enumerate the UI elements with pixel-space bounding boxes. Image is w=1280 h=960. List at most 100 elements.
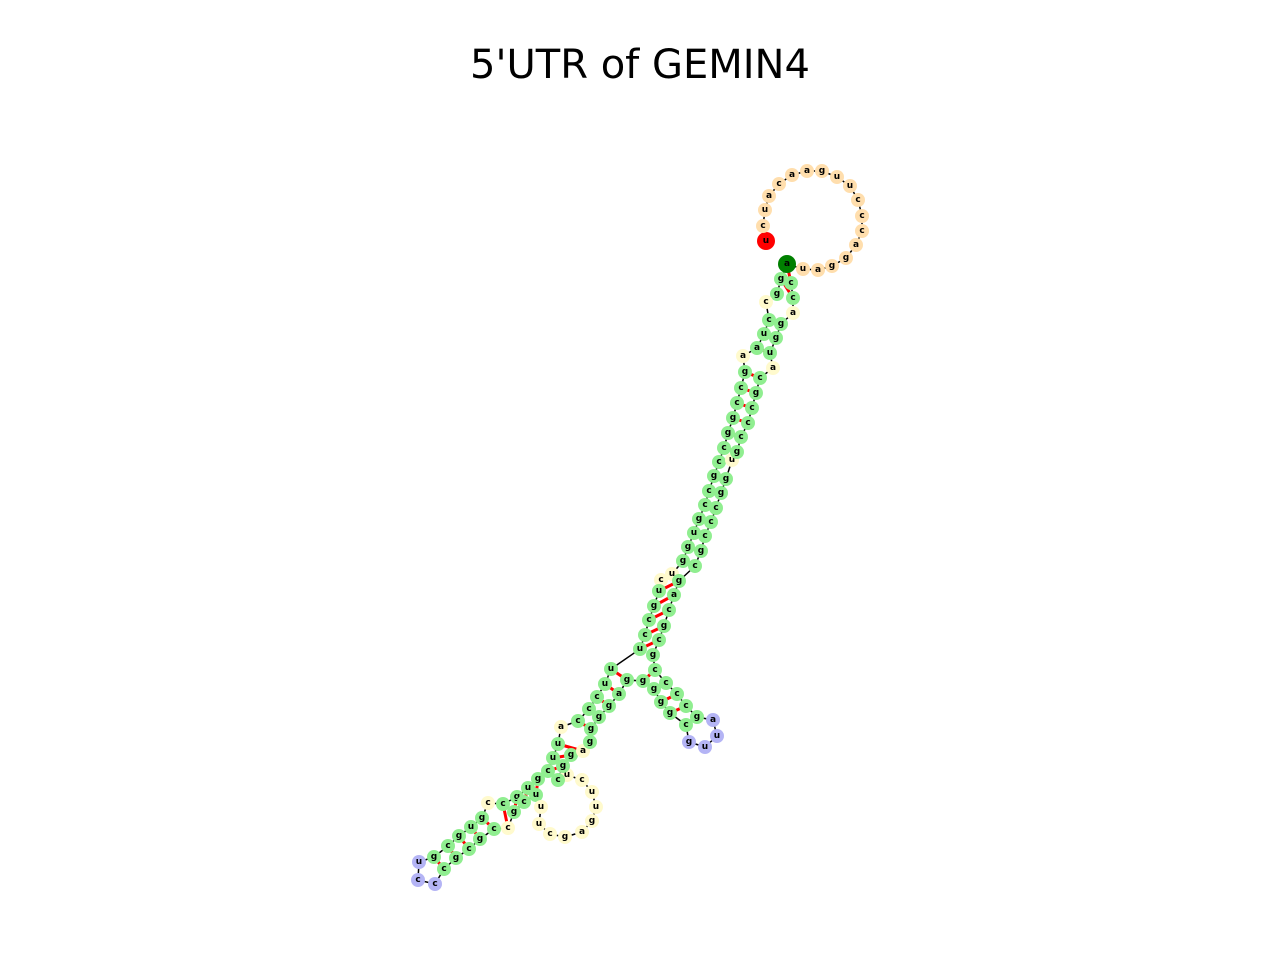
nucleotide-letter: c (579, 775, 584, 785)
nucleotide: g (738, 365, 752, 379)
nucleotide-letter: u (525, 783, 531, 793)
nucleotide: g (507, 805, 521, 819)
nucleotide-circle (800, 164, 814, 178)
nucleotide-circle (667, 588, 681, 602)
nucleotide-letter: g (658, 697, 664, 707)
nucleotide-letter: u (468, 822, 474, 832)
nucleotide-circle (734, 430, 748, 444)
nucleotide: c (704, 515, 718, 529)
nucleotide: a (778, 255, 796, 273)
nucleotide-letter: g (676, 576, 682, 586)
nucleotide-circle (734, 381, 748, 395)
nucleotide: u (551, 737, 565, 751)
nucleotide-letter: c (642, 630, 647, 640)
nucleotide-circle (815, 164, 829, 178)
nucleotide-letter: g (651, 684, 657, 694)
nucleotide-circle (654, 573, 668, 587)
nucleotide-letter: u (533, 790, 539, 800)
nucleotide-letter: g (640, 676, 646, 686)
nucleotide-letter: u (669, 569, 675, 579)
nucleotide: u (546, 751, 560, 765)
nucleotide: u (758, 203, 772, 217)
nucleotide-circle (855, 209, 869, 223)
nucleotide-letter: g (778, 319, 784, 329)
nucleotide: u (585, 785, 599, 799)
nucleotide: c (437, 862, 451, 876)
nucleotide: a (736, 349, 750, 363)
nucleotide-circle (714, 486, 728, 500)
nucleotide-circle (758, 203, 772, 217)
nucleotide-letter: a (616, 689, 622, 699)
nucleotide-letter: u (538, 802, 544, 812)
nucleotide-letter: c (776, 179, 781, 189)
nucleotide-circle (786, 306, 800, 320)
nucleotide-letter: g (698, 546, 704, 556)
nucleotide: a (785, 168, 799, 182)
nucleotide-letter: u (637, 644, 643, 654)
nucleotide-letter: c (721, 443, 726, 453)
nucleotide: a (667, 588, 681, 602)
nucleotide-letter: u (834, 172, 840, 182)
nucleotide: c (745, 401, 759, 415)
nucleotide-letter: u (763, 236, 769, 246)
nucleotide-letter: g (514, 792, 520, 802)
nucleotide-letter: c (586, 704, 591, 714)
nucleotide-letter: a (671, 590, 677, 600)
nucleotide-circle (534, 800, 548, 814)
nucleotide-circle (762, 189, 776, 203)
nucleotide-circle (839, 251, 853, 265)
nucleotide-circle (585, 785, 599, 799)
nucleotide-circle (647, 682, 661, 696)
nucleotide-letter: c (760, 221, 765, 231)
nucleotide-circle (654, 695, 668, 709)
nucleotide-letter: c (683, 701, 688, 711)
nucleotide-circle (428, 877, 442, 891)
nucleotide: g (770, 287, 784, 301)
nucleotide: c (709, 501, 723, 515)
nucleotide-letter: g (479, 813, 485, 823)
nucleotide: g (592, 710, 606, 724)
nucleotide-letter: c (738, 383, 743, 393)
nucleotide: a (800, 164, 814, 178)
nucleotide-circle (692, 512, 706, 526)
nucleotide: u (757, 232, 775, 250)
nucleotide-circle (676, 554, 690, 568)
nucleotide: g (682, 735, 696, 749)
nucleotide: c (551, 773, 565, 787)
nucleotide-circle (541, 764, 555, 778)
nucleotide-letter: g (560, 761, 566, 771)
nucleotide: c (411, 873, 425, 887)
nucleotide-letter: g (587, 737, 593, 747)
nucleotide-circle (496, 797, 510, 811)
nucleotide-letter: g (829, 261, 835, 271)
nucleotide-circle (726, 411, 740, 425)
nucleotide: g (556, 759, 570, 773)
nucleotide-letter: u (714, 731, 720, 741)
nucleotide-letter: a (710, 715, 716, 725)
nucleotide: g (620, 673, 634, 687)
nucleotide-circle (721, 426, 735, 440)
nucleotide-letter: g (606, 701, 612, 711)
nucleotide: g (602, 699, 616, 713)
nucleotide-letter: c (555, 775, 560, 785)
nucleotide: c (428, 877, 442, 891)
nucleotide-circle (449, 851, 463, 865)
nucleotide-letter: g (742, 367, 748, 377)
nucleotide: g (449, 851, 463, 865)
nucleotide-letter: a (790, 308, 796, 318)
nucleotide-letter: c (683, 720, 688, 730)
nucleotide: g (636, 674, 650, 688)
nucleotide: g (647, 599, 661, 613)
nucleotide: c (786, 291, 800, 305)
nucleotide: g (531, 772, 545, 786)
nucleotide-letter: g (589, 816, 595, 826)
nucleotide-letter: u (555, 739, 561, 749)
nucleotide-circle (772, 177, 786, 191)
nucleotide-letter: u (602, 679, 608, 689)
nucleotide: g (473, 832, 487, 846)
nucleotide-letter: c (505, 823, 510, 833)
nucleotide-letter: c (441, 864, 446, 874)
nucleotide-letter: u (800, 264, 806, 274)
nucleotide-letter: a (815, 265, 821, 275)
nucleotide: c (670, 687, 684, 701)
